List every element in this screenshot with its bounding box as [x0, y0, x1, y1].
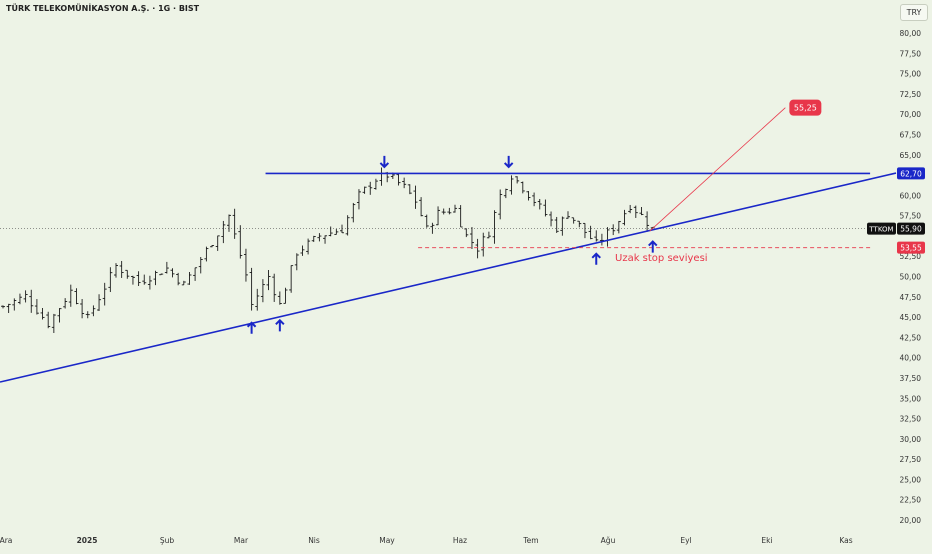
- time-tick-label: Ara: [0, 536, 12, 545]
- price-tick-label: 45,00: [900, 313, 922, 322]
- price-tick-label: 42,50: [900, 333, 922, 342]
- arrow-up-icon: [591, 252, 601, 265]
- target-projection-line: [649, 107, 786, 232]
- price-tick-label: 57,50: [900, 212, 922, 221]
- time-tick-label: Ağu: [601, 536, 616, 545]
- currency-button[interactable]: TRY: [900, 4, 928, 21]
- time-tick-label: Nis: [308, 536, 320, 545]
- price-tick-label: 25,00: [900, 475, 922, 484]
- time-tick-label: Mar: [234, 536, 249, 545]
- price-tick-label: 35,00: [900, 394, 922, 403]
- last-price-badge: [897, 222, 925, 235]
- price-tick-label: 75,00: [900, 70, 922, 79]
- arrow-up-icon: [275, 318, 285, 332]
- price-tick-label: 27,50: [900, 455, 922, 464]
- time-tick-label: Tem: [522, 536, 538, 545]
- price-tick-label: 52,50: [900, 252, 922, 261]
- price-tick-label: 65,00: [900, 151, 922, 160]
- resistance-price-badge: [897, 167, 925, 180]
- price-tick-label: 32,50: [900, 415, 922, 424]
- resistance-price-label: 62,70: [900, 169, 922, 178]
- time-tick-label: Şub: [160, 536, 175, 545]
- time-tick-label: Kas: [839, 536, 852, 545]
- last-price-label: 55,90: [900, 225, 922, 234]
- price-tick-label: 30,00: [900, 435, 922, 444]
- price-tick-label: 67,50: [900, 130, 922, 139]
- price-tick-label: 72,50: [900, 90, 922, 99]
- price-tick-label: 22,50: [900, 496, 922, 505]
- target-price-badge: [789, 99, 822, 116]
- price-tick-label: 77,50: [900, 49, 922, 58]
- time-tick-label: Haz: [453, 536, 467, 545]
- symbol-title: TÜRK TELEKOMÜNİKASYON A.Ş. · 1G · BIST: [6, 4, 200, 13]
- stop-price-badge: [897, 241, 925, 254]
- support-trendline-line: [0, 172, 897, 383]
- arrow-up-icon: [648, 240, 658, 253]
- price-tick-label: 80,00: [900, 29, 922, 38]
- arrow-down-icon: [379, 155, 390, 169]
- price-tick-label: 40,00: [900, 354, 922, 363]
- price-tick-label: 47,50: [900, 293, 922, 302]
- price-tick-label: 60,00: [900, 191, 922, 200]
- time-tick-label: Eyl: [680, 536, 691, 545]
- time-tick-label: Eki: [761, 536, 772, 545]
- stop-price-label: 53,55: [900, 244, 922, 253]
- ticker-badge: [867, 222, 896, 235]
- price-tick-label: 20,00: [900, 516, 922, 525]
- price-tick-label: 50,00: [900, 273, 922, 282]
- ticker-label: TTKOM: [868, 226, 893, 234]
- price-tick-label: 70,00: [900, 110, 922, 119]
- time-tick-label: 2025: [77, 536, 98, 545]
- target-price-label: 55,25: [794, 104, 817, 113]
- arrow-up-icon: [246, 321, 257, 334]
- arrow-down-icon: [503, 155, 514, 169]
- stop-annotation: Uzak stop seviyesi: [615, 253, 708, 264]
- time-tick-label: May: [379, 536, 395, 545]
- price-tick-label: 37,50: [900, 374, 922, 383]
